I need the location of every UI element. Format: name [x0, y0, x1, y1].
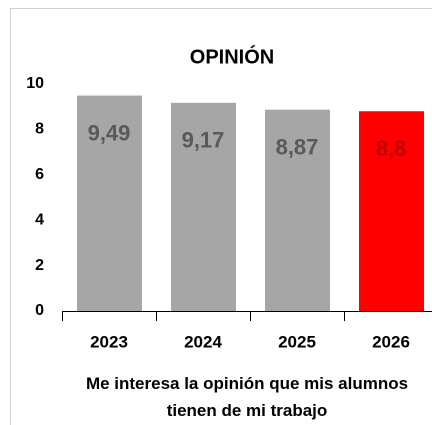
data-label: 8,87	[276, 134, 319, 159]
x-tick-label: 2023	[90, 332, 128, 351]
y-tick-label: 2	[35, 257, 44, 274]
x-tick-label: 2026	[372, 332, 410, 351]
data-label: 9,17	[182, 128, 225, 153]
bar	[265, 109, 330, 311]
y-tick-label: 4	[35, 211, 44, 228]
y-tick-label: 10	[26, 75, 44, 92]
bar	[359, 111, 424, 312]
chart-title: OPINIÓN	[190, 44, 274, 68]
x-axis-label: Me interesa la opinión que mis alumnos t…	[85, 374, 409, 420]
data-label: 8,8	[376, 136, 407, 161]
data-label: 9,49	[88, 120, 131, 145]
x-tick-label: 2025	[278, 332, 316, 351]
bar	[77, 95, 142, 312]
x-tick-label: 2024	[184, 332, 222, 351]
y-tick-label: 0	[35, 302, 44, 319]
y-tick-label: 6	[35, 166, 44, 183]
chart-border	[10, 8, 432, 425]
y-tick-label: 8	[35, 121, 44, 138]
bar	[171, 102, 236, 311]
